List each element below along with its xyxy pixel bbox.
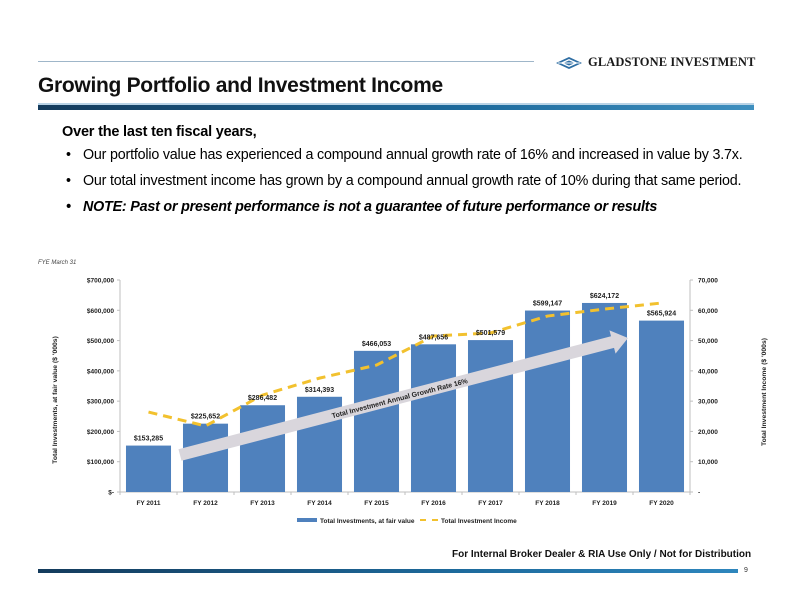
right-tick-label: 30,000 [698, 399, 718, 406]
title-underline [38, 105, 754, 110]
chart-axes: $- $100,000 $200,000 $300,000 $400,000 $500,0… [52, 278, 768, 508]
left-tick-label: $100,000 [87, 459, 114, 466]
left-tick-label: $500,000 [87, 338, 114, 345]
legend-swatch-investments [297, 518, 317, 522]
bar [524, 310, 571, 492]
right-tick-label: 70,000 [698, 278, 718, 285]
bar-value-label: $466,053 [362, 341, 391, 348]
header-rule [38, 61, 534, 62]
left-tick-label: $- [108, 490, 114, 497]
bar [638, 320, 685, 492]
bar-value-label: $624,172 [590, 293, 619, 300]
x-tick-label: FY 2013 [250, 500, 275, 507]
right-axis-title: Total Investment Income ($ '000s) [761, 338, 768, 446]
title-underline-highlight [38, 103, 754, 105]
right-tick-label: 20,000 [698, 429, 718, 436]
x-tick-label: FY 2012 [193, 500, 218, 507]
left-tick-label: $400,000 [87, 368, 114, 375]
bullet-portfolio-growth: Our portfolio value has experienced a co… [64, 145, 754, 166]
bullet-income-growth: Our total investment income has grown by… [64, 171, 754, 192]
x-tick-label: FY 2016 [421, 500, 446, 507]
page-title: Growing Portfolio and Investment Income [38, 74, 443, 97]
bar-value-label: $225,652 [191, 414, 220, 421]
x-tick-label: FY 2017 [478, 500, 503, 507]
right-tick-label: 10,000 [698, 459, 718, 466]
bar-value-label: $565,924 [647, 311, 676, 318]
legend-label-investments: Total Investments, at fair value [320, 518, 415, 525]
legend: Total Investments, at fair value Total In… [297, 518, 517, 525]
x-tick-label: FY 2020 [649, 500, 674, 507]
bar [125, 445, 172, 492]
fye-note: FYE March 31 [38, 260, 77, 266]
footer-rule [38, 569, 738, 573]
diamond-logo-icon [556, 56, 582, 69]
bullet-list: Our portfolio value has experienced a co… [64, 140, 754, 218]
left-tick-label: $700,000 [87, 278, 114, 285]
bar [467, 340, 514, 492]
income-line [148, 301, 662, 428]
right-tick-label: 40,000 [698, 368, 718, 375]
left-axis-title: Total Investments, at fair value ($ '000… [52, 336, 59, 464]
x-tick-label: FY 2015 [364, 500, 389, 507]
page-number: 9 [744, 567, 748, 574]
x-tick-label: FY 2019 [592, 500, 617, 507]
bar-value-label: $314,393 [305, 387, 334, 394]
x-tick-label: FY 2018 [535, 500, 560, 507]
distribution-disclaimer: For Internal Broker Dealer & RIA Use Onl… [452, 549, 752, 560]
bar [581, 302, 628, 492]
brand-logo: GLADSTONE INVESTMENT [556, 55, 755, 70]
right-tick-label: - [698, 490, 700, 497]
data-labels: $153,285 $225,652 $286,482 $314,393 $466,053… [134, 293, 676, 443]
bar-series [125, 302, 685, 492]
left-tick-label: $300,000 [87, 399, 114, 406]
bar-value-label: $286,482 [248, 395, 277, 402]
right-tick-label: 60,000 [698, 308, 718, 315]
bar-value-label: $599,147 [533, 301, 562, 308]
bar [410, 344, 457, 492]
bar [353, 350, 400, 492]
line-series [148, 301, 662, 428]
bar-value-label: $153,285 [134, 436, 163, 443]
left-tick-label: $600,000 [87, 308, 114, 315]
brand-name: GLADSTONE INVESTMENT [588, 55, 756, 69]
lead-text: Over the last ten fiscal years, [62, 124, 257, 140]
x-tick-label: FY 2014 [307, 500, 332, 507]
bar-value-label: $487,656 [419, 334, 448, 341]
right-tick-label: 50,000 [698, 338, 718, 345]
left-tick-label: $200,000 [87, 429, 114, 436]
x-tick-label: FY 2011 [136, 500, 160, 507]
legend-label-income: Total Investment Income [441, 518, 517, 525]
bar-value-label: $501,579 [476, 330, 505, 337]
growth-arrow-body [178, 330, 628, 461]
bullet-disclaimer-note: NOTE: Past or present performance is not… [64, 197, 754, 218]
bar [239, 405, 286, 492]
